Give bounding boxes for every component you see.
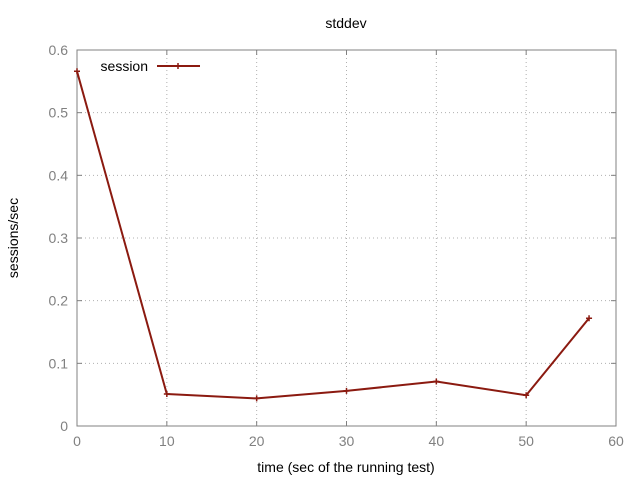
x-tick-label: 20 xyxy=(249,433,265,449)
series-line-session xyxy=(76,71,590,400)
legend: session xyxy=(101,58,200,74)
x-tick-label: 10 xyxy=(159,433,175,449)
y-tick-label: 0.2 xyxy=(49,293,69,309)
data-point xyxy=(74,68,80,75)
y-tick-label: 0.6 xyxy=(49,42,69,58)
data-point xyxy=(253,395,260,402)
y-tick-label: 0.4 xyxy=(49,167,69,183)
x-tick-label: 0 xyxy=(73,433,81,449)
x-tick-label: 40 xyxy=(429,433,445,449)
y-tick-label: 0.3 xyxy=(49,230,69,246)
legend-label-session: session xyxy=(101,58,148,74)
data-point xyxy=(433,378,440,385)
axis-ticks: 0 10 20 30 40 50 60 0 0.1 0.2 0.3 0.4 0.5 0.6 xyxy=(49,42,624,449)
y-tick-label: 0.5 xyxy=(49,105,69,121)
grid xyxy=(77,50,616,426)
data-point xyxy=(523,392,530,399)
data-point xyxy=(343,387,350,394)
y-tick-label: 0.1 xyxy=(49,355,69,371)
x-tick-label: 60 xyxy=(608,433,624,449)
data-point xyxy=(586,315,593,322)
x-tick-label: 50 xyxy=(518,433,534,449)
legend-marker-session xyxy=(175,63,181,69)
x-axis-label: time (sec of the running test) xyxy=(257,459,434,475)
x-tick-label: 30 xyxy=(339,433,355,449)
chart-title: stddev xyxy=(325,15,366,31)
y-tick-label: 0 xyxy=(60,418,68,434)
series-layer xyxy=(74,68,593,402)
y-axis-label: sessions/sec xyxy=(5,198,21,278)
data-point xyxy=(163,391,170,398)
